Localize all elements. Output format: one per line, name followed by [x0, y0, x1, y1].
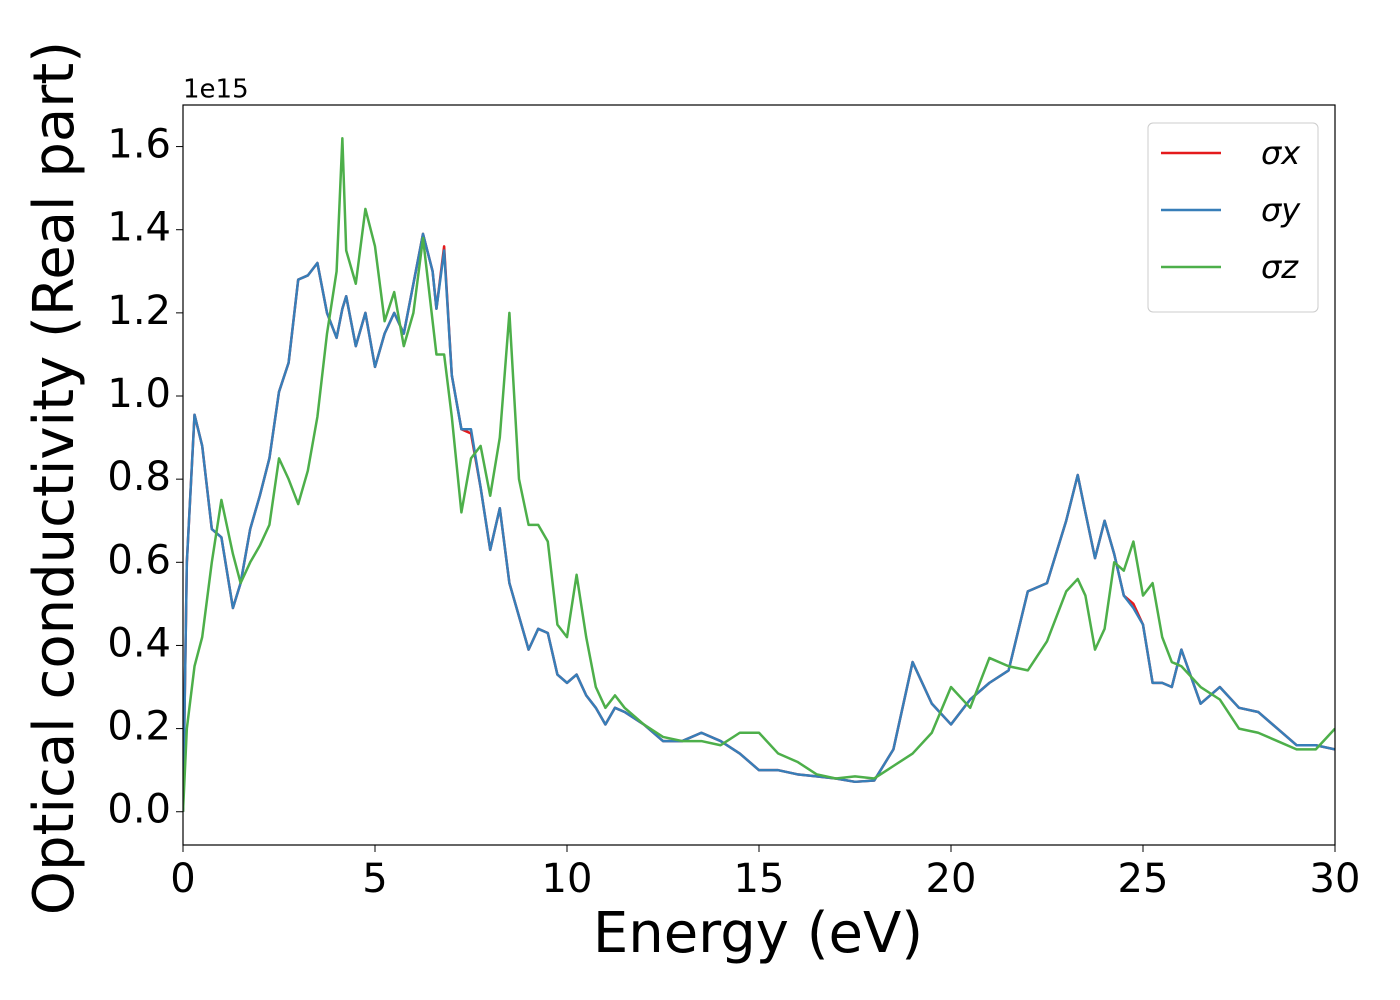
y-tick-label: 1.2 [107, 288, 171, 334]
x-tick-label: 0 [170, 856, 195, 902]
legend-label: σy [1261, 191, 1301, 229]
y-tick-label: 0.2 [107, 704, 171, 750]
series-line [183, 137, 1335, 812]
legend-label: σz [1261, 248, 1299, 286]
x-axis-label: Energy (eV) [593, 901, 923, 966]
legend-box [1147, 122, 1319, 313]
plot-frame [182, 104, 1336, 846]
y-axis-label: Optical conductivity (Real part) [22, 41, 87, 915]
y-tick-label: 0.0 [107, 787, 171, 833]
y-tick-label: 0.6 [107, 537, 171, 583]
legend-label: σx [1261, 134, 1301, 172]
y-tick-label: 1.4 [107, 205, 171, 251]
series-line [183, 232, 1335, 812]
x-tick-label: 15 [734, 856, 785, 902]
x-tick-label: 30 [1310, 856, 1361, 902]
y-offset-label: 1e15 [183, 75, 249, 105]
x-tick-label: 5 [362, 856, 387, 902]
y-tick-label: 0.8 [107, 454, 171, 500]
x-tick-label: 25 [1118, 856, 1169, 902]
y-tick-label: 0.4 [107, 620, 171, 666]
y-tick-label: 1.6 [107, 122, 171, 168]
x-tick-label: 20 [926, 856, 977, 902]
y-tick-label: 1.0 [107, 371, 171, 417]
x-tick-label: 10 [542, 856, 593, 902]
